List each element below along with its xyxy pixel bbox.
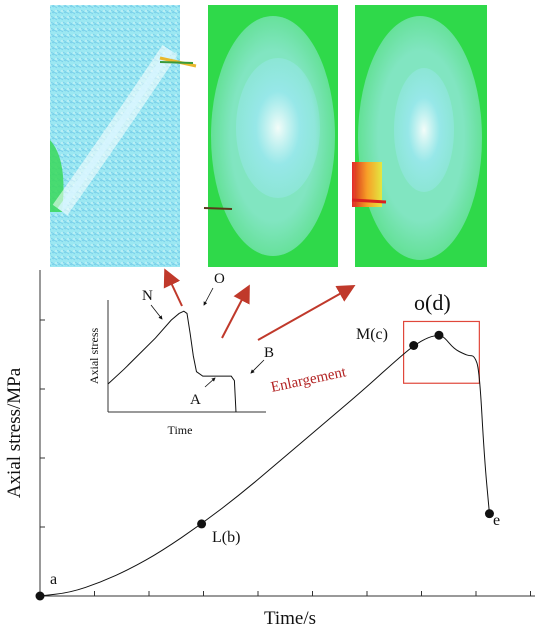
key-points <box>35 330 494 601</box>
point-0 <box>35 591 45 601</box>
point-label-o: o(d) <box>414 290 451 315</box>
inset-label-A: A <box>190 392 201 408</box>
x-axis-label: Time/s <box>264 608 316 629</box>
main-axes <box>39 270 535 597</box>
x-ticks <box>94 591 531 596</box>
inset-ylabel: Axial stress <box>87 328 101 385</box>
point-2 <box>409 340 419 350</box>
point-label-a: a <box>50 571 57 588</box>
inset-pointer-O <box>203 287 214 306</box>
point-3 <box>434 330 444 340</box>
inset-label-O: O <box>214 271 225 287</box>
main-curve <box>39 335 490 597</box>
enlargement-label: Enlargement <box>270 364 349 396</box>
enlargement-box <box>403 320 480 384</box>
arrow-to-panel-3 <box>257 285 356 341</box>
point-4 <box>484 509 494 519</box>
inset-chart: Axial stress Time N O A B <box>87 271 274 437</box>
panel-arrows <box>163 268 356 341</box>
point-1 <box>197 519 207 529</box>
point-label-e: e <box>493 512 500 529</box>
y-ticks <box>40 319 45 528</box>
point-label-M: M(c) <box>356 326 388 343</box>
inset-pointer-A <box>204 377 216 388</box>
inset-xlabel: Time <box>168 423 193 437</box>
y-axis-label: Axial stress/MPa <box>4 367 25 498</box>
arrow-to-panel-1 <box>163 268 183 307</box>
specimen-panel-3 <box>351 5 487 267</box>
inset-curve <box>107 310 237 413</box>
specimen-panel-1 <box>50 5 197 267</box>
inset-label-N: N <box>142 288 153 304</box>
inset-pointer-N <box>150 304 163 320</box>
inset-label-B: B <box>264 345 274 361</box>
arrow-to-panel-2 <box>221 284 250 339</box>
point-label-L: L(b) <box>212 529 240 546</box>
inset-pointer-B <box>250 359 265 374</box>
specimen-panel-2 <box>203 5 338 267</box>
